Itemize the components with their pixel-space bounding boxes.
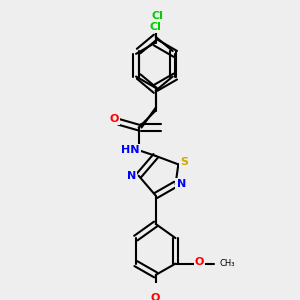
Text: O: O bbox=[195, 257, 204, 267]
Text: CH₃: CH₃ bbox=[219, 259, 235, 268]
Text: N: N bbox=[127, 171, 136, 181]
Text: O: O bbox=[151, 292, 160, 300]
Text: S: S bbox=[180, 157, 188, 166]
Text: Cl: Cl bbox=[151, 11, 163, 21]
Text: HN: HN bbox=[121, 145, 140, 155]
Text: O: O bbox=[109, 114, 118, 124]
Text: Cl: Cl bbox=[150, 22, 162, 32]
Text: N: N bbox=[177, 179, 186, 189]
